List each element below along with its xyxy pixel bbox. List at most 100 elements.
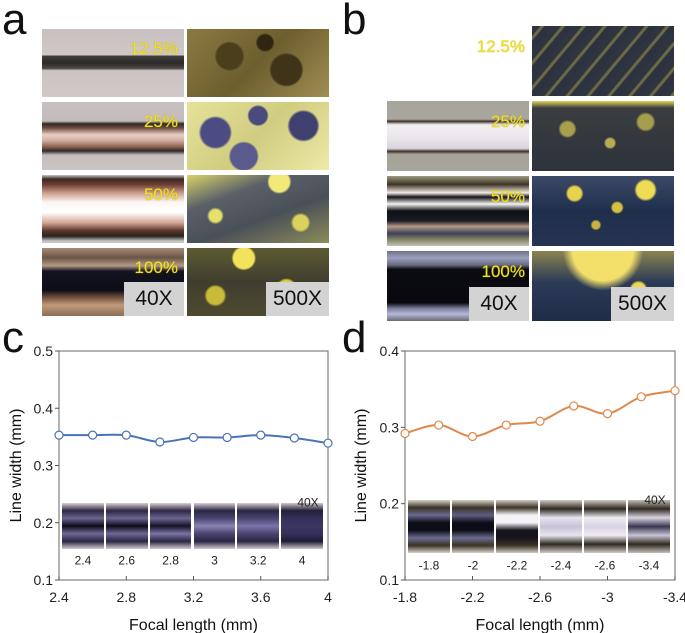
inset-micrograph-image (408, 499, 450, 554)
y-tick-label: 0.1 (380, 572, 400, 588)
inset-micrograph (628, 499, 670, 554)
inset-micrograph-image (628, 499, 670, 554)
x-tick-label: -1.8 (393, 589, 417, 605)
data-point (602, 408, 613, 419)
inset-label: 2.8 (162, 554, 179, 568)
micrograph-40x-25pct: 25% (42, 102, 184, 170)
magnification-label-40x: 40X (124, 282, 184, 316)
inset-label: 4 (299, 554, 306, 568)
x-tick-label: 2.8 (117, 589, 137, 605)
data-point (88, 430, 98, 440)
y-tick-label: 0.5 (34, 343, 54, 359)
micrograph-40x-12-5pct: 12.5% (387, 26, 529, 96)
y-tick-label: 0.1 (34, 572, 54, 588)
data-point (400, 428, 410, 439)
inset-micrograph-image (584, 499, 626, 554)
concentration-label: 50% (490, 187, 525, 206)
inset-micrograph-image (540, 499, 582, 554)
inset-micrograph (237, 502, 280, 549)
concentration-label: 12.5% (476, 37, 525, 56)
data-point (569, 401, 579, 411)
inset-micrograph (62, 502, 104, 549)
x-tick-label: 3.6 (251, 589, 271, 605)
micrograph-40x-50pct: 50% (387, 176, 529, 246)
inset-micrograph-image (496, 499, 538, 554)
inset-label: 2.4 (75, 554, 92, 568)
x-axis-label: Focal length (mm) (476, 617, 605, 633)
inset-label: -2 (468, 558, 479, 572)
y-axis-label: Line width (mm) (8, 409, 25, 523)
panel-letter-c: c (2, 313, 24, 362)
concentration-label: 25% (143, 112, 178, 131)
panel-letter-d: d (342, 313, 367, 362)
data-point (467, 431, 478, 442)
inset-label: -2.4 (551, 558, 572, 572)
inset-micrograph (584, 499, 626, 554)
x-tick-label: 3.2 (184, 589, 204, 605)
y-tick-label: 0.2 (380, 496, 400, 512)
data-point (636, 392, 646, 402)
inset-micrograph-image (105, 502, 148, 549)
chart-d: -1.8 -2 -2.2 -2.4 -2.6 -3.4 40X 0.1 0.2 0.3 0.4 -1.… (353, 343, 685, 633)
micrograph-40x-50pct: 50% (42, 175, 184, 243)
data-point (434, 420, 444, 430)
data-point (188, 432, 199, 443)
panel-letter-a: a (2, 0, 27, 44)
micrograph-500x-12-5pct (187, 29, 329, 97)
data-point (222, 432, 232, 443)
x-tick-label: -3 (601, 589, 614, 605)
inset-micrograph (149, 502, 192, 549)
concentration-label: 12.5% (129, 39, 178, 58)
magnification-label-40x: 40X (469, 287, 529, 321)
data-point (289, 433, 299, 443)
concentration-label: 25% (490, 112, 525, 131)
data-point (501, 420, 511, 430)
micrograph-500x-50pct (187, 175, 329, 243)
inset-magnification-label: 40X (297, 496, 318, 510)
y-tick-label: 0.2 (34, 515, 54, 531)
concentration-label: 50% (143, 185, 178, 204)
inset-micrograph (452, 499, 494, 554)
micrograph-40x-25pct: 25% (387, 101, 529, 171)
inset-micrograph-image (452, 499, 494, 554)
inset-micrograph-image (193, 502, 236, 549)
chart-c: 2.4 2.6 2.8 3 3.2 4 40X 0.1 0.2 0.3 0.4 0.5 2.4 2.8 3.… (8, 343, 333, 633)
data-point (256, 430, 266, 440)
data-point (535, 416, 545, 426)
inset-micrograph-image (149, 502, 192, 549)
y-tick-label: 0.4 (380, 343, 400, 359)
inset-micrograph-image (237, 502, 280, 549)
micrograph-500x-25pct (532, 101, 674, 171)
panel-letter-b: b (342, 0, 367, 44)
data-point (670, 386, 680, 396)
x-tick-label: 2.4 (49, 589, 69, 605)
concentration-label: 100% (134, 258, 178, 277)
magnification-label-500x: 500X (266, 282, 329, 316)
inset-micrograph (540, 499, 582, 554)
inset-magnification-label: 40X (644, 493, 665, 507)
inset-micrograph (105, 502, 148, 549)
x-tick-label: -2.2 (460, 589, 484, 605)
x-axis-label: Focal length (mm) (129, 617, 258, 633)
inset-label: -1.8 (419, 558, 440, 572)
x-tick-label: 4 (324, 589, 332, 605)
concentration-label: 100% (481, 262, 525, 281)
inset-micrograph (193, 502, 236, 549)
series-line (404, 389, 676, 438)
micrograph-40x-12-5pct: 12.5% (42, 29, 184, 97)
data-point (155, 437, 165, 447)
inset-micrograph (496, 499, 538, 554)
y-tick-label: 0.3 (380, 419, 400, 435)
inset-label: 2.6 (118, 554, 135, 568)
inset-label: 3.2 (250, 554, 267, 568)
micrograph-500x-50pct (532, 176, 674, 246)
inset-micrograph-image (62, 502, 104, 549)
y-tick-label: 0.4 (34, 400, 54, 416)
data-point (323, 438, 333, 448)
inset-micrograph (281, 502, 323, 549)
inset-label: 3 (211, 554, 218, 568)
data-point (54, 430, 64, 440)
x-tick-label: -3.4 (663, 589, 685, 605)
inset-micrograph-image (281, 502, 323, 549)
